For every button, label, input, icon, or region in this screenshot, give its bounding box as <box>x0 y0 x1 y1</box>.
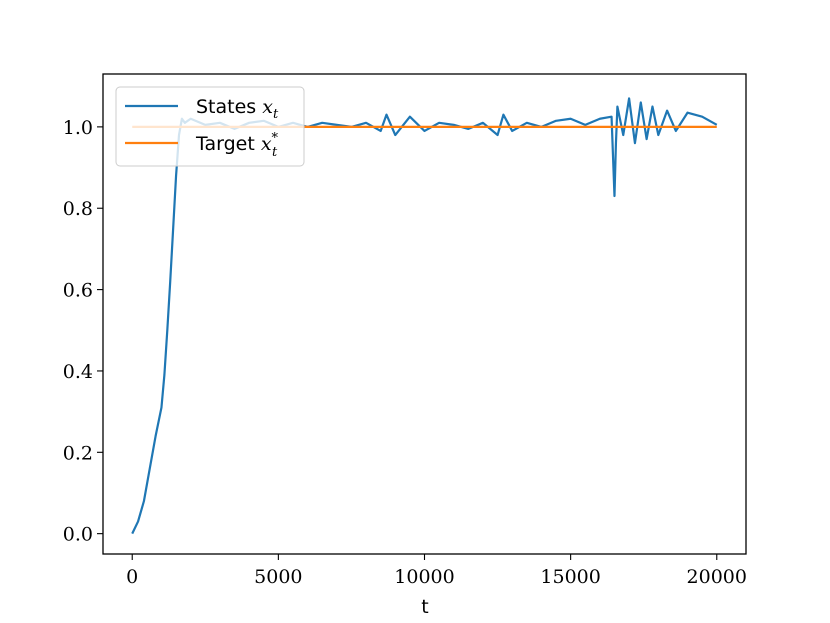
y-tick-label: 0.6 <box>63 280 93 302</box>
y-tick-label: 0.2 <box>63 442 93 464</box>
y-tick-label: 0.0 <box>63 524 93 546</box>
x-axis: 0 5000 10000 15000 20000 <box>126 554 747 588</box>
legend: States xt Target x* t <box>115 86 305 167</box>
x-axis-label: t <box>421 596 428 618</box>
legend-entry-label: States xt <box>196 96 279 122</box>
y-axis: 0.0 0.2 0.4 0.6 0.8 1.0 <box>63 117 103 546</box>
x-tick-label: 0 <box>126 566 138 588</box>
y-tick-label: 0.8 <box>63 198 93 220</box>
axes-frame <box>102 73 747 555</box>
series-line-states <box>131 97 718 535</box>
x-tick-label: 20000 <box>687 566 747 588</box>
y-tick-label: 0.4 <box>63 361 93 383</box>
x-tick-label: 5000 <box>254 566 302 588</box>
legend-entry-label: Target x* t <box>195 131 279 160</box>
x-tick-label: 10000 <box>394 566 454 588</box>
x-tick-label: 15000 <box>540 566 600 588</box>
y-tick-label: 1.0 <box>63 117 93 139</box>
